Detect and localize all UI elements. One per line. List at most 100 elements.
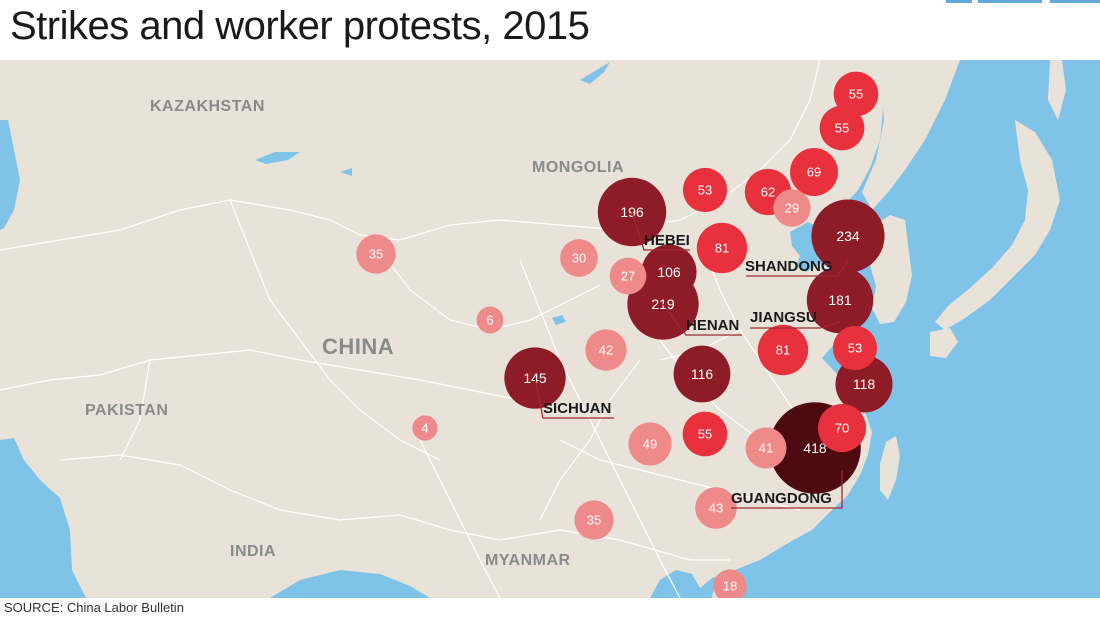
small-lake (340, 168, 352, 176)
protest-count: 29 (785, 201, 799, 216)
protest-count: 42 (599, 343, 613, 358)
protest-marker (560, 239, 598, 277)
protest-count: 181 (828, 292, 852, 308)
protest-marker (817, 403, 867, 453)
protest-count: 53 (698, 183, 712, 198)
top-accent-bar-3 (1050, 0, 1100, 3)
taiwan (880, 436, 900, 500)
protest-marker (682, 411, 728, 457)
protest-marker (832, 325, 878, 371)
province-label-guangdong: GUANGDONG (731, 490, 832, 507)
province-label-jiangsu: JIANGSU (750, 309, 817, 326)
country-labels: KAZAKHSTAN MONGOLIA CHINA PAKISTAN INDIA… (85, 98, 624, 569)
caspian-sea (0, 120, 20, 230)
protest-marker (790, 148, 838, 196)
bay-of-bengal (270, 570, 430, 598)
country-label-myanmar: MYANMAR (485, 552, 571, 569)
protest-marker (806, 266, 874, 334)
protest-count: 35 (587, 513, 601, 528)
top-accent-bar-2 (978, 0, 1042, 3)
protest-marker (476, 306, 504, 334)
protest-count: 70 (835, 421, 849, 436)
border-line (519, 259, 681, 598)
country-label-mongolia: MONGOLIA (532, 159, 624, 176)
protest-marker (682, 167, 728, 213)
protest-count: 234 (836, 228, 860, 244)
province-leader-line (731, 470, 843, 509)
lake-qinghai (552, 315, 566, 325)
province-leader-line (750, 321, 841, 329)
protest-count: 55 (835, 121, 849, 136)
sakhalin (1048, 60, 1066, 120)
protest-count: 18 (723, 579, 737, 594)
province-labels: HEBEI SHANDONG HENAN JIANGSU SICHUAN GUANGDON… (534, 211, 849, 509)
protest-marker (628, 422, 672, 466)
protest-marker (695, 487, 737, 529)
pacific-ocean (700, 60, 1100, 598)
source-note: SOURCE: China Labor Bulletin (4, 600, 184, 615)
russia-coast (862, 60, 960, 210)
protest-count: 62 (761, 185, 775, 200)
protest-count: 30 (572, 251, 586, 266)
protest-count: 43 (709, 501, 723, 516)
protest-marker (574, 500, 614, 540)
border-line (539, 359, 641, 521)
border-line (59, 454, 730, 561)
province-leader-line (662, 303, 742, 336)
province-leader-line (746, 259, 849, 277)
page-title: Strikes and worker protests, 2015 (10, 4, 590, 48)
protest-marker (609, 257, 647, 295)
japan-south (930, 328, 958, 358)
protest-count: 41 (759, 441, 773, 456)
province-leader-line (534, 377, 614, 419)
protest-marker (811, 199, 885, 273)
arabian-sea (0, 438, 86, 598)
country-label-pakistan: PAKISTAN (85, 402, 168, 419)
province-leader-line (631, 211, 690, 251)
protest-marker (745, 427, 787, 469)
country-label-china: CHINA (322, 334, 394, 359)
protest-count: 418 (803, 440, 827, 456)
border-line (419, 439, 501, 598)
border-line (0, 60, 821, 251)
protest-count: 55 (849, 87, 863, 102)
protest-count: 49 (643, 437, 657, 452)
protest-count: 81 (715, 241, 729, 256)
lake-baikal (580, 62, 610, 84)
protest-count: 69 (807, 165, 821, 180)
protest-count: 116 (691, 366, 714, 382)
protest-count: 81 (776, 343, 790, 358)
country-label-india: INDIA (230, 543, 276, 560)
protest-marker (773, 189, 811, 227)
protest-count: 118 (853, 376, 876, 392)
china-protest-map: KAZAKHSTAN MONGOLIA CHINA PAKISTAN INDIA… (0, 60, 1100, 598)
protest-marker (641, 244, 697, 300)
border-line (119, 359, 151, 461)
protest-count: 35 (369, 247, 383, 262)
protest-count: 55 (698, 427, 712, 442)
lake-balkhash (255, 152, 300, 164)
protest-count: 6 (486, 313, 493, 328)
protest-marker (757, 324, 809, 376)
top-accent-bar-1 (946, 0, 972, 3)
protest-marker (713, 569, 747, 598)
province-label-sichuan: SICHUAN (543, 400, 611, 417)
border-line (559, 439, 801, 511)
province-label-hebei: HEBEI (644, 232, 690, 249)
protest-marker (696, 222, 748, 274)
country-label-kazakhstan: KAZAKHSTAN (150, 98, 265, 115)
protest-marker (819, 105, 865, 151)
protest-count: 4 (421, 421, 428, 436)
province-label-henan: HENAN (686, 317, 739, 334)
province-label-shandong: SHANDONG (745, 258, 833, 275)
border-line (229, 199, 441, 461)
protest-marker (673, 345, 731, 403)
protest-marker (356, 234, 396, 274)
protest-marker (833, 71, 879, 117)
japan (935, 120, 1060, 330)
map-base (0, 60, 1100, 598)
protest-marker (585, 329, 627, 371)
protest-count: 27 (621, 269, 635, 284)
gulf-of-tonkin (650, 570, 700, 598)
